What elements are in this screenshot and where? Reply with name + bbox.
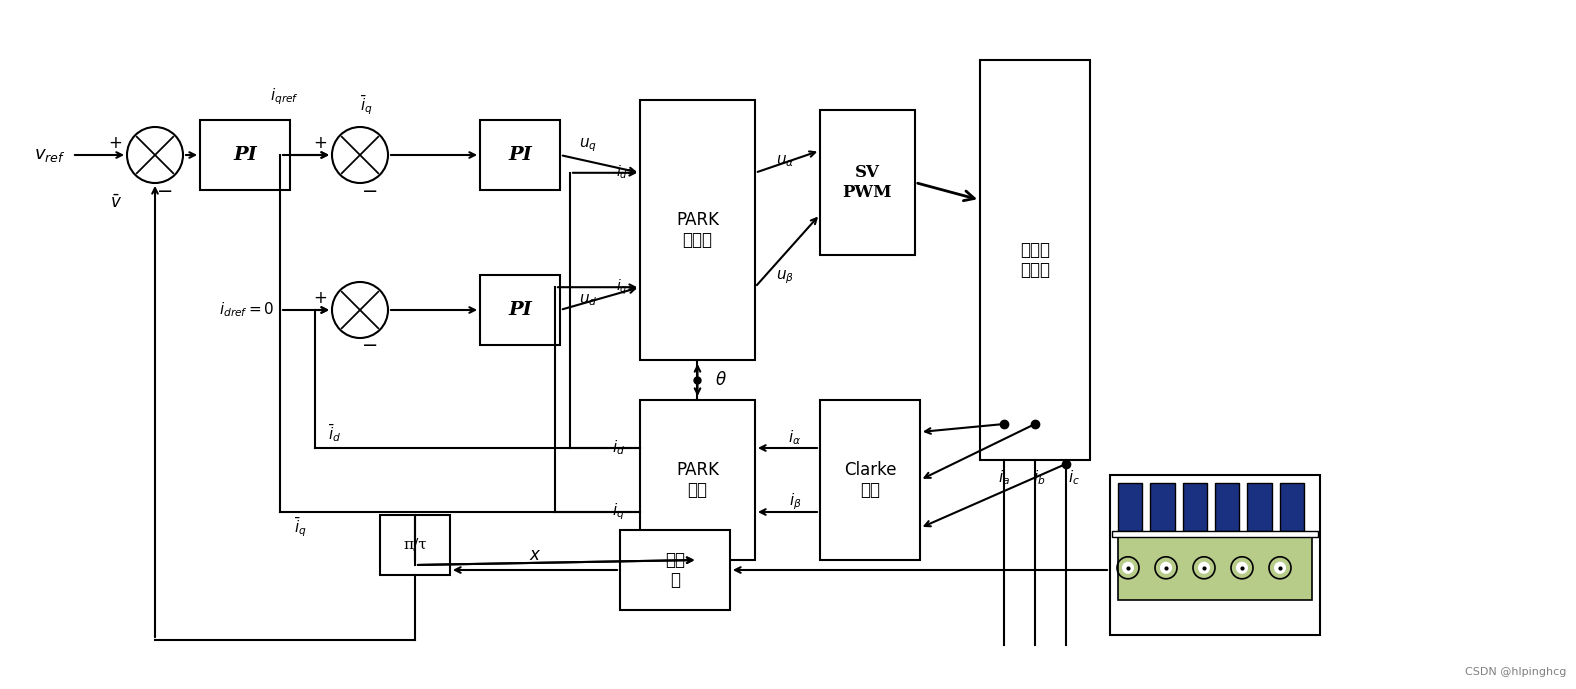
Bar <box>1113 531 1318 537</box>
Text: PI: PI <box>507 146 531 164</box>
Text: CSDN @hlpinghcg: CSDN @hlpinghcg <box>1464 667 1567 677</box>
Bar <box>1117 536 1311 600</box>
Text: −: − <box>158 181 173 200</box>
Bar <box>1247 483 1272 531</box>
Text: $i_\beta$: $i_\beta$ <box>788 492 801 513</box>
Text: $i_{dref}=0$: $i_{dref}=0$ <box>219 300 274 319</box>
Text: $i_b$: $i_b$ <box>1032 469 1045 487</box>
Circle shape <box>1236 562 1248 574</box>
Text: PARK
变换: PARK 变换 <box>676 461 719 500</box>
Bar <box>820 110 916 255</box>
Text: PARK
逆变换: PARK 逆变换 <box>676 211 719 249</box>
Text: $i_q$: $i_q$ <box>616 278 627 297</box>
Bar <box>980 60 1091 460</box>
Text: 电压源
逆变器: 电压源 逆变器 <box>1020 240 1050 280</box>
Bar <box>640 400 755 560</box>
Bar <box>481 120 559 190</box>
Text: +: + <box>314 134 326 152</box>
Bar <box>1117 483 1143 531</box>
Bar <box>640 100 755 360</box>
Text: Clarke
变换: Clarke 变换 <box>843 461 897 500</box>
Bar <box>619 530 730 610</box>
Text: +: + <box>314 289 326 307</box>
Text: PI: PI <box>233 146 257 164</box>
Text: $i_c$: $i_c$ <box>1069 469 1080 487</box>
Text: $\bar{i}_d$: $\bar{i}_d$ <box>328 422 342 444</box>
Text: π/τ: π/τ <box>403 538 427 552</box>
Text: $\bar{i}_q$: $\bar{i}_q$ <box>359 93 372 117</box>
Text: $\theta$: $\theta$ <box>716 371 728 389</box>
Text: $\bar{i}_q$: $\bar{i}_q$ <box>293 515 306 539</box>
Text: −: − <box>362 336 378 356</box>
Bar <box>481 275 559 345</box>
Text: −: − <box>362 181 378 200</box>
Text: $u_\beta$: $u_\beta$ <box>775 269 794 286</box>
Bar <box>820 400 920 560</box>
Text: $i_\alpha$: $i_\alpha$ <box>788 429 802 447</box>
Text: $u_q$: $u_q$ <box>578 136 597 154</box>
Bar <box>1215 483 1239 531</box>
Text: PI: PI <box>507 301 531 319</box>
Text: +: + <box>109 134 121 152</box>
Circle shape <box>1273 562 1286 574</box>
Bar <box>380 515 451 575</box>
Text: $i_d$: $i_d$ <box>611 439 626 457</box>
Text: $i_a$: $i_a$ <box>998 469 1010 487</box>
Bar <box>1182 483 1207 531</box>
Bar <box>1110 475 1321 635</box>
Circle shape <box>1160 562 1173 574</box>
Text: $i_q$: $i_q$ <box>613 502 626 522</box>
Text: $i_{qref}$: $i_{qref}$ <box>271 87 299 107</box>
Text: SV
PWM: SV PWM <box>843 164 892 200</box>
Text: $x$: $x$ <box>530 546 541 564</box>
Bar <box>1280 483 1305 531</box>
Text: $v_{ref}$: $v_{ref}$ <box>35 146 66 164</box>
Text: $\bar{v}$: $\bar{v}$ <box>110 194 121 212</box>
Text: $i_d$: $i_d$ <box>616 164 627 181</box>
Bar <box>1150 483 1174 531</box>
Circle shape <box>1198 562 1210 574</box>
Text: 传感
器: 传感 器 <box>665 551 686 589</box>
Circle shape <box>1122 562 1135 574</box>
Bar <box>200 120 290 190</box>
Text: $u_d$: $u_d$ <box>578 292 597 308</box>
Text: $u_\alpha$: $u_\alpha$ <box>775 153 794 169</box>
